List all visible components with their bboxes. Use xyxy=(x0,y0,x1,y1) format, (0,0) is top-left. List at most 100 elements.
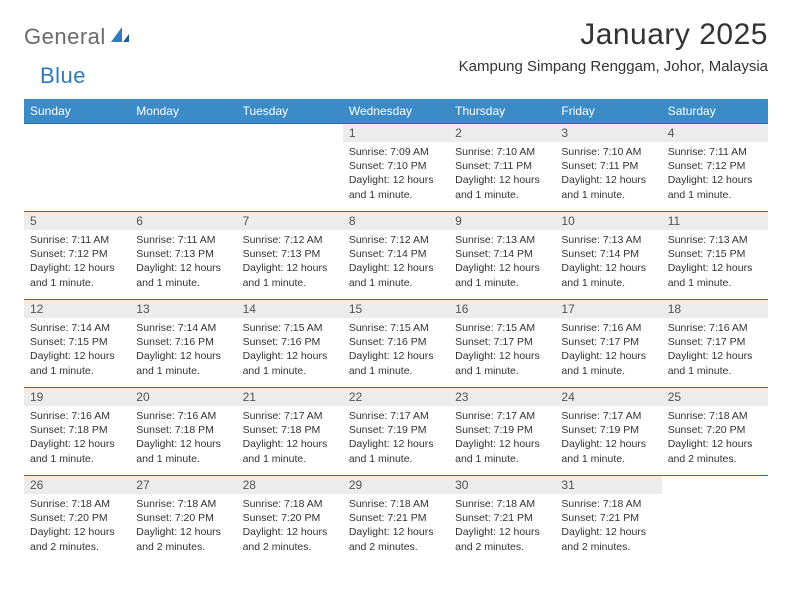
day-cell-14: 14 Sunrise: 7:15 AMSunset: 7:16 PMDayligh… xyxy=(237,300,343,388)
day-cell-4: 4 Sunrise: 7:11 AMSunset: 7:12 PMDaylight… xyxy=(662,124,768,212)
logo-sail-icon xyxy=(110,26,130,49)
day-number: 17 xyxy=(555,300,661,318)
day-number: 27 xyxy=(130,476,236,494)
day-details: Sunrise: 7:18 AMSunset: 7:21 PMDaylight:… xyxy=(561,497,655,554)
weekday-header-wednesday: Wednesday xyxy=(343,99,449,124)
day-number: 20 xyxy=(130,388,236,406)
weekday-header-sunday: Sunday xyxy=(24,99,130,124)
day-details: Sunrise: 7:16 AMSunset: 7:18 PMDaylight:… xyxy=(30,409,124,466)
day-cell-9: 9 Sunrise: 7:13 AMSunset: 7:14 PMDaylight… xyxy=(449,212,555,300)
day-number: 10 xyxy=(555,212,661,230)
day-details: Sunrise: 7:14 AMSunset: 7:16 PMDaylight:… xyxy=(136,321,230,378)
day-cell-7: 7Sunrise: 7:12 AMSunset: 7:13 PMDaylight… xyxy=(237,212,343,300)
calendar-row: 19 Sunrise: 7:16 AMSunset: 7:18 PMDayligh… xyxy=(24,388,768,476)
day-details: Sunrise: 7:16 AMSunset: 7:17 PMDaylight:… xyxy=(561,321,655,378)
day-number: 6 xyxy=(130,212,236,230)
day-details: Sunrise: 7:13 AMSunset: 7:14 PMDaylight:… xyxy=(455,233,549,290)
weekday-header-tuesday: Tuesday xyxy=(237,99,343,124)
calendar-table: SundayMondayTuesdayWednesdayThursdayFrid… xyxy=(24,99,768,564)
weekday-header-friday: Friday xyxy=(555,99,661,124)
day-details: Sunrise: 7:13 AMSunset: 7:15 PMDaylight:… xyxy=(668,233,762,290)
day-details: Sunrise: 7:13 AMSunset: 7:14 PMDaylight:… xyxy=(561,233,655,290)
day-details: Sunrise: 7:11 AMSunset: 7:12 PMDaylight:… xyxy=(668,145,762,202)
day-number: 23 xyxy=(449,388,555,406)
day-cell-5: 5 Sunrise: 7:11 AMSunset: 7:12 PMDaylight… xyxy=(24,212,130,300)
day-cell-26: 26 Sunrise: 7:18 AMSunset: 7:20 PMDayligh… xyxy=(24,476,130,564)
day-number: 19 xyxy=(24,388,130,406)
day-cell-27: 27Sunrise: 7:18 AMSunset: 7:20 PMDayligh… xyxy=(130,476,236,564)
weekday-header-monday: Monday xyxy=(130,99,236,124)
calendar-weekday-header: SundayMondayTuesdayWednesdayThursdayFrid… xyxy=(24,99,768,124)
day-number: 5 xyxy=(24,212,130,230)
day-number: 22 xyxy=(343,388,449,406)
day-details: Sunrise: 7:18 AMSunset: 7:20 PMDaylight:… xyxy=(243,497,337,554)
weekday-header-thursday: Thursday xyxy=(449,99,555,124)
day-cell-2: 2Sunrise: 7:10 AMSunset: 7:11 PMDaylight… xyxy=(449,124,555,212)
day-cell-13: 13 Sunrise: 7:14 AMSunset: 7:16 PMDayligh… xyxy=(130,300,236,388)
day-cell-21: 21 Sunrise: 7:17 AMSunset: 7:18 PMDayligh… xyxy=(237,388,343,476)
day-details: Sunrise: 7:15 AMSunset: 7:16 PMDaylight:… xyxy=(349,321,443,378)
month-title: January 2025 xyxy=(459,18,768,52)
calendar-row: 12Sunrise: 7:14 AMSunset: 7:15 PMDayligh… xyxy=(24,300,768,388)
day-details: Sunrise: 7:14 AMSunset: 7:15 PMDaylight:… xyxy=(30,321,124,378)
day-number: 28 xyxy=(237,476,343,494)
day-details: Sunrise: 7:11 AMSunset: 7:12 PMDaylight:… xyxy=(30,233,124,290)
day-number: 13 xyxy=(130,300,236,318)
day-cell-28: 28 Sunrise: 7:18 AMSunset: 7:20 PMDayligh… xyxy=(237,476,343,564)
location-subtitle: Kampung Simpang Renggam, Johor, Malaysia xyxy=(459,58,768,75)
day-cell-31: 31Sunrise: 7:18 AMSunset: 7:21 PMDayligh… xyxy=(555,476,661,564)
day-details: Sunrise: 7:12 AMSunset: 7:13 PMDaylight:… xyxy=(243,233,337,290)
day-details: Sunrise: 7:18 AMSunset: 7:21 PMDaylight:… xyxy=(455,497,549,554)
day-details: Sunrise: 7:09 AMSunset: 7:10 PMDaylight:… xyxy=(349,145,443,202)
day-cell-1: 1Sunrise: 7:09 AMSunset: 7:10 PMDaylight… xyxy=(343,124,449,212)
empty-cell xyxy=(662,476,768,564)
day-number: 9 xyxy=(449,212,555,230)
day-cell-10: 10 Sunrise: 7:13 AMSunset: 7:14 PMDayligh… xyxy=(555,212,661,300)
day-details: Sunrise: 7:12 AMSunset: 7:14 PMDaylight:… xyxy=(349,233,443,290)
title-block: January 2025 Kampung Simpang Renggam, Jo… xyxy=(459,18,768,75)
day-number: 2 xyxy=(449,124,555,142)
calendar-row: 5 Sunrise: 7:11 AMSunset: 7:12 PMDaylight… xyxy=(24,212,768,300)
day-details: Sunrise: 7:11 AMSunset: 7:13 PMDaylight:… xyxy=(136,233,230,290)
day-cell-30: 30Sunrise: 7:18 AMSunset: 7:21 PMDayligh… xyxy=(449,476,555,564)
day-cell-18: 18Sunrise: 7:16 AMSunset: 7:17 PMDayligh… xyxy=(662,300,768,388)
day-details: Sunrise: 7:17 AMSunset: 7:19 PMDaylight:… xyxy=(455,409,549,466)
day-cell-19: 19 Sunrise: 7:16 AMSunset: 7:18 PMDayligh… xyxy=(24,388,130,476)
day-number: 4 xyxy=(662,124,768,142)
day-details: Sunrise: 7:16 AMSunset: 7:18 PMDaylight:… xyxy=(136,409,230,466)
brand-logo: General xyxy=(24,18,132,50)
day-cell-22: 22 Sunrise: 7:17 AMSunset: 7:19 PMDayligh… xyxy=(343,388,449,476)
day-cell-29: 29Sunrise: 7:18 AMSunset: 7:21 PMDayligh… xyxy=(343,476,449,564)
logo-text-general: General xyxy=(24,24,106,50)
day-details: Sunrise: 7:15 AMSunset: 7:16 PMDaylight:… xyxy=(243,321,337,378)
day-number: 16 xyxy=(449,300,555,318)
day-number: 24 xyxy=(555,388,661,406)
day-number: 14 xyxy=(237,300,343,318)
day-details: Sunrise: 7:15 AMSunset: 7:17 PMDaylight:… xyxy=(455,321,549,378)
day-cell-8: 8 Sunrise: 7:12 AMSunset: 7:14 PMDaylight… xyxy=(343,212,449,300)
calendar-row: 1Sunrise: 7:09 AMSunset: 7:10 PMDaylight… xyxy=(24,124,768,212)
logo-text-blue: Blue xyxy=(40,63,86,89)
empty-cell xyxy=(24,124,130,212)
day-number: 11 xyxy=(662,212,768,230)
day-cell-16: 16 Sunrise: 7:15 AMSunset: 7:17 PMDayligh… xyxy=(449,300,555,388)
day-cell-23: 23 Sunrise: 7:17 AMSunset: 7:19 PMDayligh… xyxy=(449,388,555,476)
day-details: Sunrise: 7:17 AMSunset: 7:19 PMDaylight:… xyxy=(349,409,443,466)
day-cell-15: 15Sunrise: 7:15 AMSunset: 7:16 PMDayligh… xyxy=(343,300,449,388)
day-cell-6: 6 Sunrise: 7:11 AMSunset: 7:13 PMDaylight… xyxy=(130,212,236,300)
day-cell-12: 12Sunrise: 7:14 AMSunset: 7:15 PMDayligh… xyxy=(24,300,130,388)
day-details: Sunrise: 7:18 AMSunset: 7:20 PMDaylight:… xyxy=(30,497,124,554)
day-number: 18 xyxy=(662,300,768,318)
day-details: Sunrise: 7:18 AMSunset: 7:21 PMDaylight:… xyxy=(349,497,443,554)
day-cell-11: 11 Sunrise: 7:13 AMSunset: 7:15 PMDayligh… xyxy=(662,212,768,300)
day-number: 26 xyxy=(24,476,130,494)
day-cell-20: 20 Sunrise: 7:16 AMSunset: 7:18 PMDayligh… xyxy=(130,388,236,476)
day-number: 8 xyxy=(343,212,449,230)
day-number: 21 xyxy=(237,388,343,406)
weekday-header-saturday: Saturday xyxy=(662,99,768,124)
day-cell-24: 24Sunrise: 7:17 AMSunset: 7:19 PMDayligh… xyxy=(555,388,661,476)
day-details: Sunrise: 7:17 AMSunset: 7:18 PMDaylight:… xyxy=(243,409,337,466)
calendar-page: General January 2025 Kampung Simpang Ren… xyxy=(0,0,792,564)
day-cell-25: 25Sunrise: 7:18 AMSunset: 7:20 PMDayligh… xyxy=(662,388,768,476)
day-cell-17: 17 Sunrise: 7:16 AMSunset: 7:17 PMDayligh… xyxy=(555,300,661,388)
